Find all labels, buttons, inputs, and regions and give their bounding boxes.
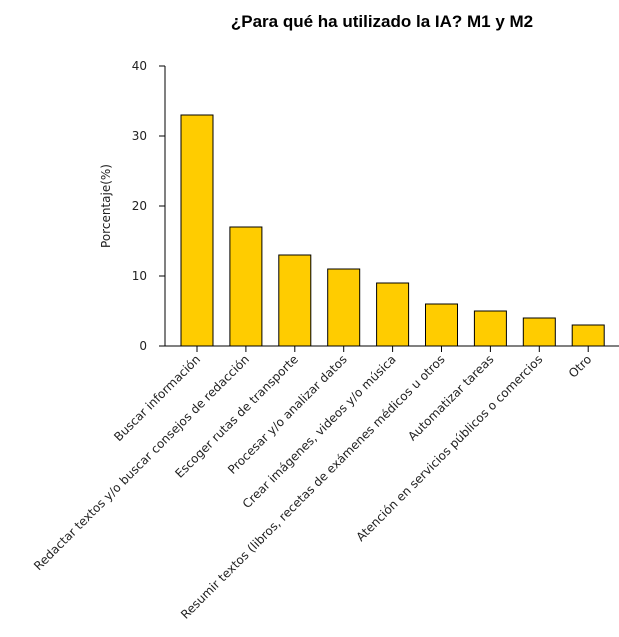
- bars-group: [180, 114, 605, 347]
- x-axis-ticks: [196, 346, 589, 352]
- x-tick-label: Otro: [566, 352, 594, 380]
- x-tick-label: Redactar textos y/o buscar consejos de r…: [31, 352, 252, 573]
- y-axis-ticks: 0 10 20 30 40: [132, 59, 165, 353]
- bar: [522, 317, 556, 347]
- bar: [425, 303, 458, 347]
- y-tick-label: 0: [139, 339, 147, 353]
- bar: [376, 282, 410, 347]
- y-tick-label: 20: [132, 199, 147, 213]
- bar: [473, 310, 507, 347]
- bar: [327, 268, 361, 347]
- x-tick-label: Buscar información: [111, 352, 203, 444]
- y-tick-label: 40: [132, 59, 147, 73]
- x-tick-label: Atención en servicios públicos o comerci…: [353, 352, 545, 544]
- y-tick-label: 30: [132, 129, 147, 143]
- y-axis-label: Porcentaje(%): [99, 164, 113, 248]
- bar: [278, 254, 312, 347]
- x-tick-label: Automatizar tareas: [405, 352, 496, 443]
- chart-title: ¿Para qué ha utilizado la IA? M1 y M2: [231, 12, 533, 31]
- bar: [229, 226, 263, 347]
- y-tick-label: 10: [132, 269, 147, 283]
- bar: [180, 114, 214, 347]
- bar: [571, 324, 605, 347]
